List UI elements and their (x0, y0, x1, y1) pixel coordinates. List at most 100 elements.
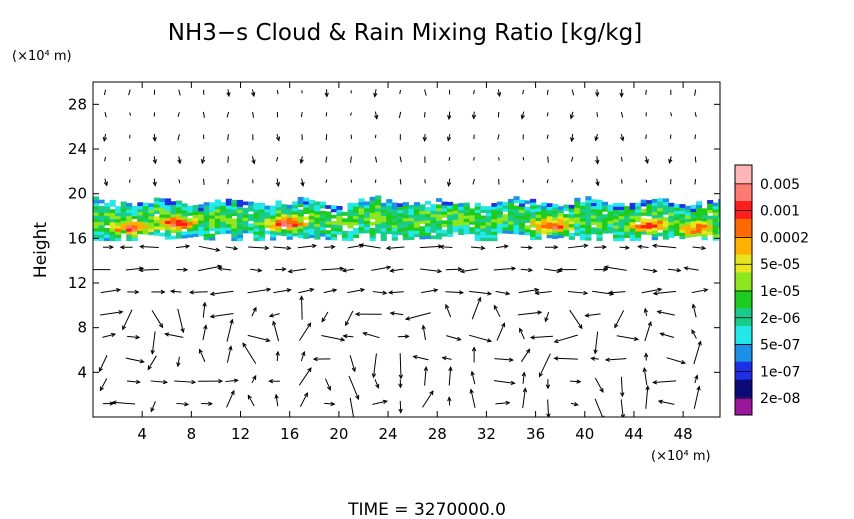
vector-arrow-head (99, 386, 104, 392)
cloud-cell (203, 214, 210, 219)
cloud-cell (187, 224, 194, 229)
cloud-cell (424, 207, 432, 211)
cloud-cell (535, 229, 542, 234)
cloud-cell (126, 221, 133, 226)
cloud-cell (524, 212, 531, 217)
cloud-cell (469, 220, 476, 225)
vector-arrow (226, 319, 233, 342)
cloud-cell (236, 221, 243, 226)
cloud-cell (458, 218, 465, 223)
cloud-cell (109, 203, 116, 207)
cloud-cell (552, 222, 559, 227)
vector-arrow (517, 311, 542, 316)
vector-arrow (694, 134, 697, 140)
cloud-cell (153, 216, 160, 221)
vector-arrow (594, 377, 604, 393)
cloud-cell (613, 215, 620, 220)
cloud-cell (607, 207, 614, 212)
vector-arrow (472, 178, 475, 185)
vector-arrow (227, 134, 229, 141)
cloud-cell (175, 219, 183, 224)
cloud-cell (624, 227, 631, 232)
cloud-cell (369, 203, 376, 207)
cloud-cell (187, 233, 194, 238)
cloud-cell (303, 203, 310, 208)
vector-arrow (389, 291, 404, 294)
colorbar-label: 5e-07 (760, 338, 800, 354)
cloud-cell (513, 196, 520, 200)
cloud-cell (247, 201, 255, 206)
vector-arrow (150, 401, 156, 412)
vector-arrow (596, 156, 599, 164)
time-label: TIME = 3270000.0 (347, 500, 506, 519)
cloud-cell (198, 232, 205, 237)
cloud-cell (242, 207, 249, 212)
cloud-cell (297, 218, 304, 223)
vector-arrow-head (103, 181, 108, 187)
cloud-cell (463, 224, 470, 229)
vector-arrow (518, 289, 539, 294)
cloud-cell (330, 233, 338, 238)
cloud-cell (198, 223, 205, 227)
vector-arrow (691, 329, 697, 339)
vector-arrow (227, 179, 229, 185)
cloud-cell (281, 210, 288, 215)
cloud-cell (424, 210, 432, 215)
vector-arrow-head (169, 289, 176, 294)
cloud-cell (347, 209, 354, 213)
cloud-cell (718, 202, 720, 206)
cloud-cell (270, 227, 277, 232)
cloud-cell (358, 226, 365, 231)
colorbar-swatch (735, 290, 752, 309)
cloud-cell (690, 211, 697, 216)
vector-arrow-head (111, 400, 117, 405)
cloud-cell (281, 216, 288, 221)
vector-arrow-head (398, 383, 403, 389)
x-tick-label: 20 (329, 425, 348, 443)
cloud-cell (707, 228, 714, 232)
cloud-cell (474, 221, 481, 226)
cloud-cell (192, 233, 199, 237)
cloud-cell (668, 215, 675, 220)
cloud-cell (375, 220, 382, 225)
cloud-cell (618, 203, 625, 207)
cloud-cell (424, 216, 432, 221)
vector-arrow-head (445, 303, 450, 309)
cloud-cell (325, 223, 332, 228)
vector-arrow (342, 268, 354, 272)
vector-arrow-head (251, 159, 256, 165)
cloud-cell (413, 208, 421, 213)
cloud-cell (579, 217, 586, 222)
cloud-cell (712, 236, 719, 241)
cloud-cell (568, 233, 575, 237)
vector-arrow-head (508, 357, 515, 362)
vector-arrow-head (233, 246, 239, 251)
cloud-cell (214, 202, 221, 207)
cloud-cell (131, 224, 138, 229)
cloud-cell (353, 202, 360, 207)
cloud-cell (447, 226, 454, 231)
cloud-cell (253, 234, 260, 238)
x-tick-label: 48 (674, 425, 693, 443)
cloud-cell (275, 225, 282, 230)
cloud-cell (170, 219, 177, 224)
vector-arrow (299, 392, 308, 407)
vector-arrow (422, 325, 426, 340)
colorbar-swatch (735, 379, 752, 398)
cloud-cell (330, 214, 338, 219)
vector-arrow (399, 89, 402, 95)
vector-arrow-head (307, 367, 312, 373)
vector-arrow (643, 368, 648, 386)
cloud-cell (231, 212, 238, 217)
cloud-cell (696, 204, 703, 209)
vector-arrow-head (268, 313, 274, 318)
cloud-cell (109, 212, 116, 217)
cloud-cell (662, 220, 669, 225)
vector-arrow (399, 178, 402, 185)
cloud-cell (258, 224, 266, 229)
cloud-cell (109, 209, 116, 214)
vector-arrow-head (398, 374, 404, 380)
cloud-cell (292, 204, 299, 209)
cloud-cell (546, 212, 553, 217)
cloud-cell (579, 233, 586, 238)
